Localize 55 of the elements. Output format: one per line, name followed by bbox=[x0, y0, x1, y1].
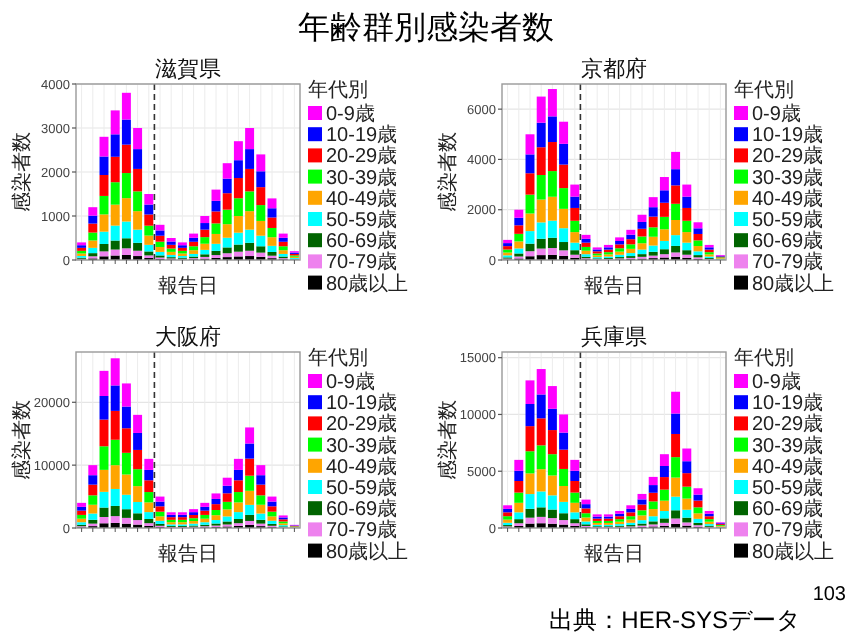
legend-label: 60-69歳 bbox=[326, 497, 398, 522]
legend-label: 10-19歳 bbox=[326, 123, 398, 148]
legend-label: 30-39歳 bbox=[752, 433, 824, 458]
legend-label: 40-49歳 bbox=[326, 454, 398, 479]
y-axis-title: 感染者数 bbox=[436, 132, 460, 212]
legend-label: 70-79歳 bbox=[326, 250, 398, 275]
legend-label: 40-49歳 bbox=[752, 186, 824, 211]
text: 103 bbox=[812, 584, 847, 606]
y-axis-title: 感染者数 bbox=[10, 132, 34, 212]
legend-label: 0-9歳 bbox=[326, 102, 375, 126]
chart-title: 兵庫県 bbox=[581, 324, 647, 350]
legend-label: 80歳以上 bbox=[326, 539, 409, 564]
legend-label: 70-79歳 bbox=[326, 518, 398, 543]
legend-title: 年代別 bbox=[734, 78, 794, 102]
legend-label: 20-29歳 bbox=[326, 412, 398, 437]
legend-title: 年代別 bbox=[308, 346, 368, 370]
y-axis-title: 感染者数 bbox=[436, 400, 460, 480]
legend-label: 50-59歳 bbox=[326, 476, 398, 500]
legend-label: 30-39歳 bbox=[326, 433, 398, 458]
legend-label: 40-49歳 bbox=[326, 186, 398, 211]
legend-label: 50-59歳 bbox=[752, 208, 824, 232]
chart-title: 京都府 bbox=[581, 56, 647, 82]
legend-label: 20-29歳 bbox=[326, 144, 398, 169]
legend-title: 年代別 bbox=[308, 78, 368, 102]
x-axis-title: 報告日 bbox=[158, 542, 218, 566]
text: 年齢群別感染者数 bbox=[298, 10, 554, 46]
legend-label: 10-19歳 bbox=[752, 123, 824, 148]
legend-label: 50-59歳 bbox=[326, 208, 398, 232]
legend-label: 0-9歳 bbox=[752, 370, 801, 394]
legend-label: 40-49歳 bbox=[752, 454, 824, 479]
chart-title: 大阪府 bbox=[155, 324, 221, 350]
legend-label: 60-69歳 bbox=[752, 229, 824, 254]
legend-label: 30-39歳 bbox=[752, 165, 824, 190]
legend-label: 10-19歳 bbox=[326, 391, 398, 416]
y-axis-title: 感染者数 bbox=[10, 400, 34, 480]
legend-label: 60-69歳 bbox=[326, 229, 398, 254]
legend-label: 30-39歳 bbox=[326, 165, 398, 190]
legend-label: 20-29歳 bbox=[752, 412, 824, 437]
legend-label: 20-29歳 bbox=[752, 144, 824, 169]
legend-label: 60-69歳 bbox=[752, 497, 824, 522]
legend-label: 50-59歳 bbox=[752, 476, 824, 500]
legend-label: 80歳以上 bbox=[752, 271, 835, 296]
source-note: 出典：HER-SYSデータ bbox=[549, 606, 800, 634]
x-axis-title: 報告日 bbox=[584, 542, 644, 566]
legend-label: 0-9歳 bbox=[752, 102, 801, 126]
chart-title: 滋賀県 bbox=[155, 58, 221, 82]
legend-title: 年代別 bbox=[734, 346, 794, 370]
legend-label: 10-19歳 bbox=[752, 391, 824, 416]
legend-label: 70-79歳 bbox=[752, 250, 824, 275]
x-axis-title: 報告日 bbox=[584, 274, 644, 298]
legend-label: 80歳以上 bbox=[752, 539, 835, 564]
x-axis-title: 報告日 bbox=[158, 274, 218, 298]
legend-label: 80歳以上 bbox=[326, 271, 409, 296]
legend-label: 70-79歳 bbox=[752, 518, 824, 543]
legend-label: 0-9歳 bbox=[326, 370, 375, 394]
